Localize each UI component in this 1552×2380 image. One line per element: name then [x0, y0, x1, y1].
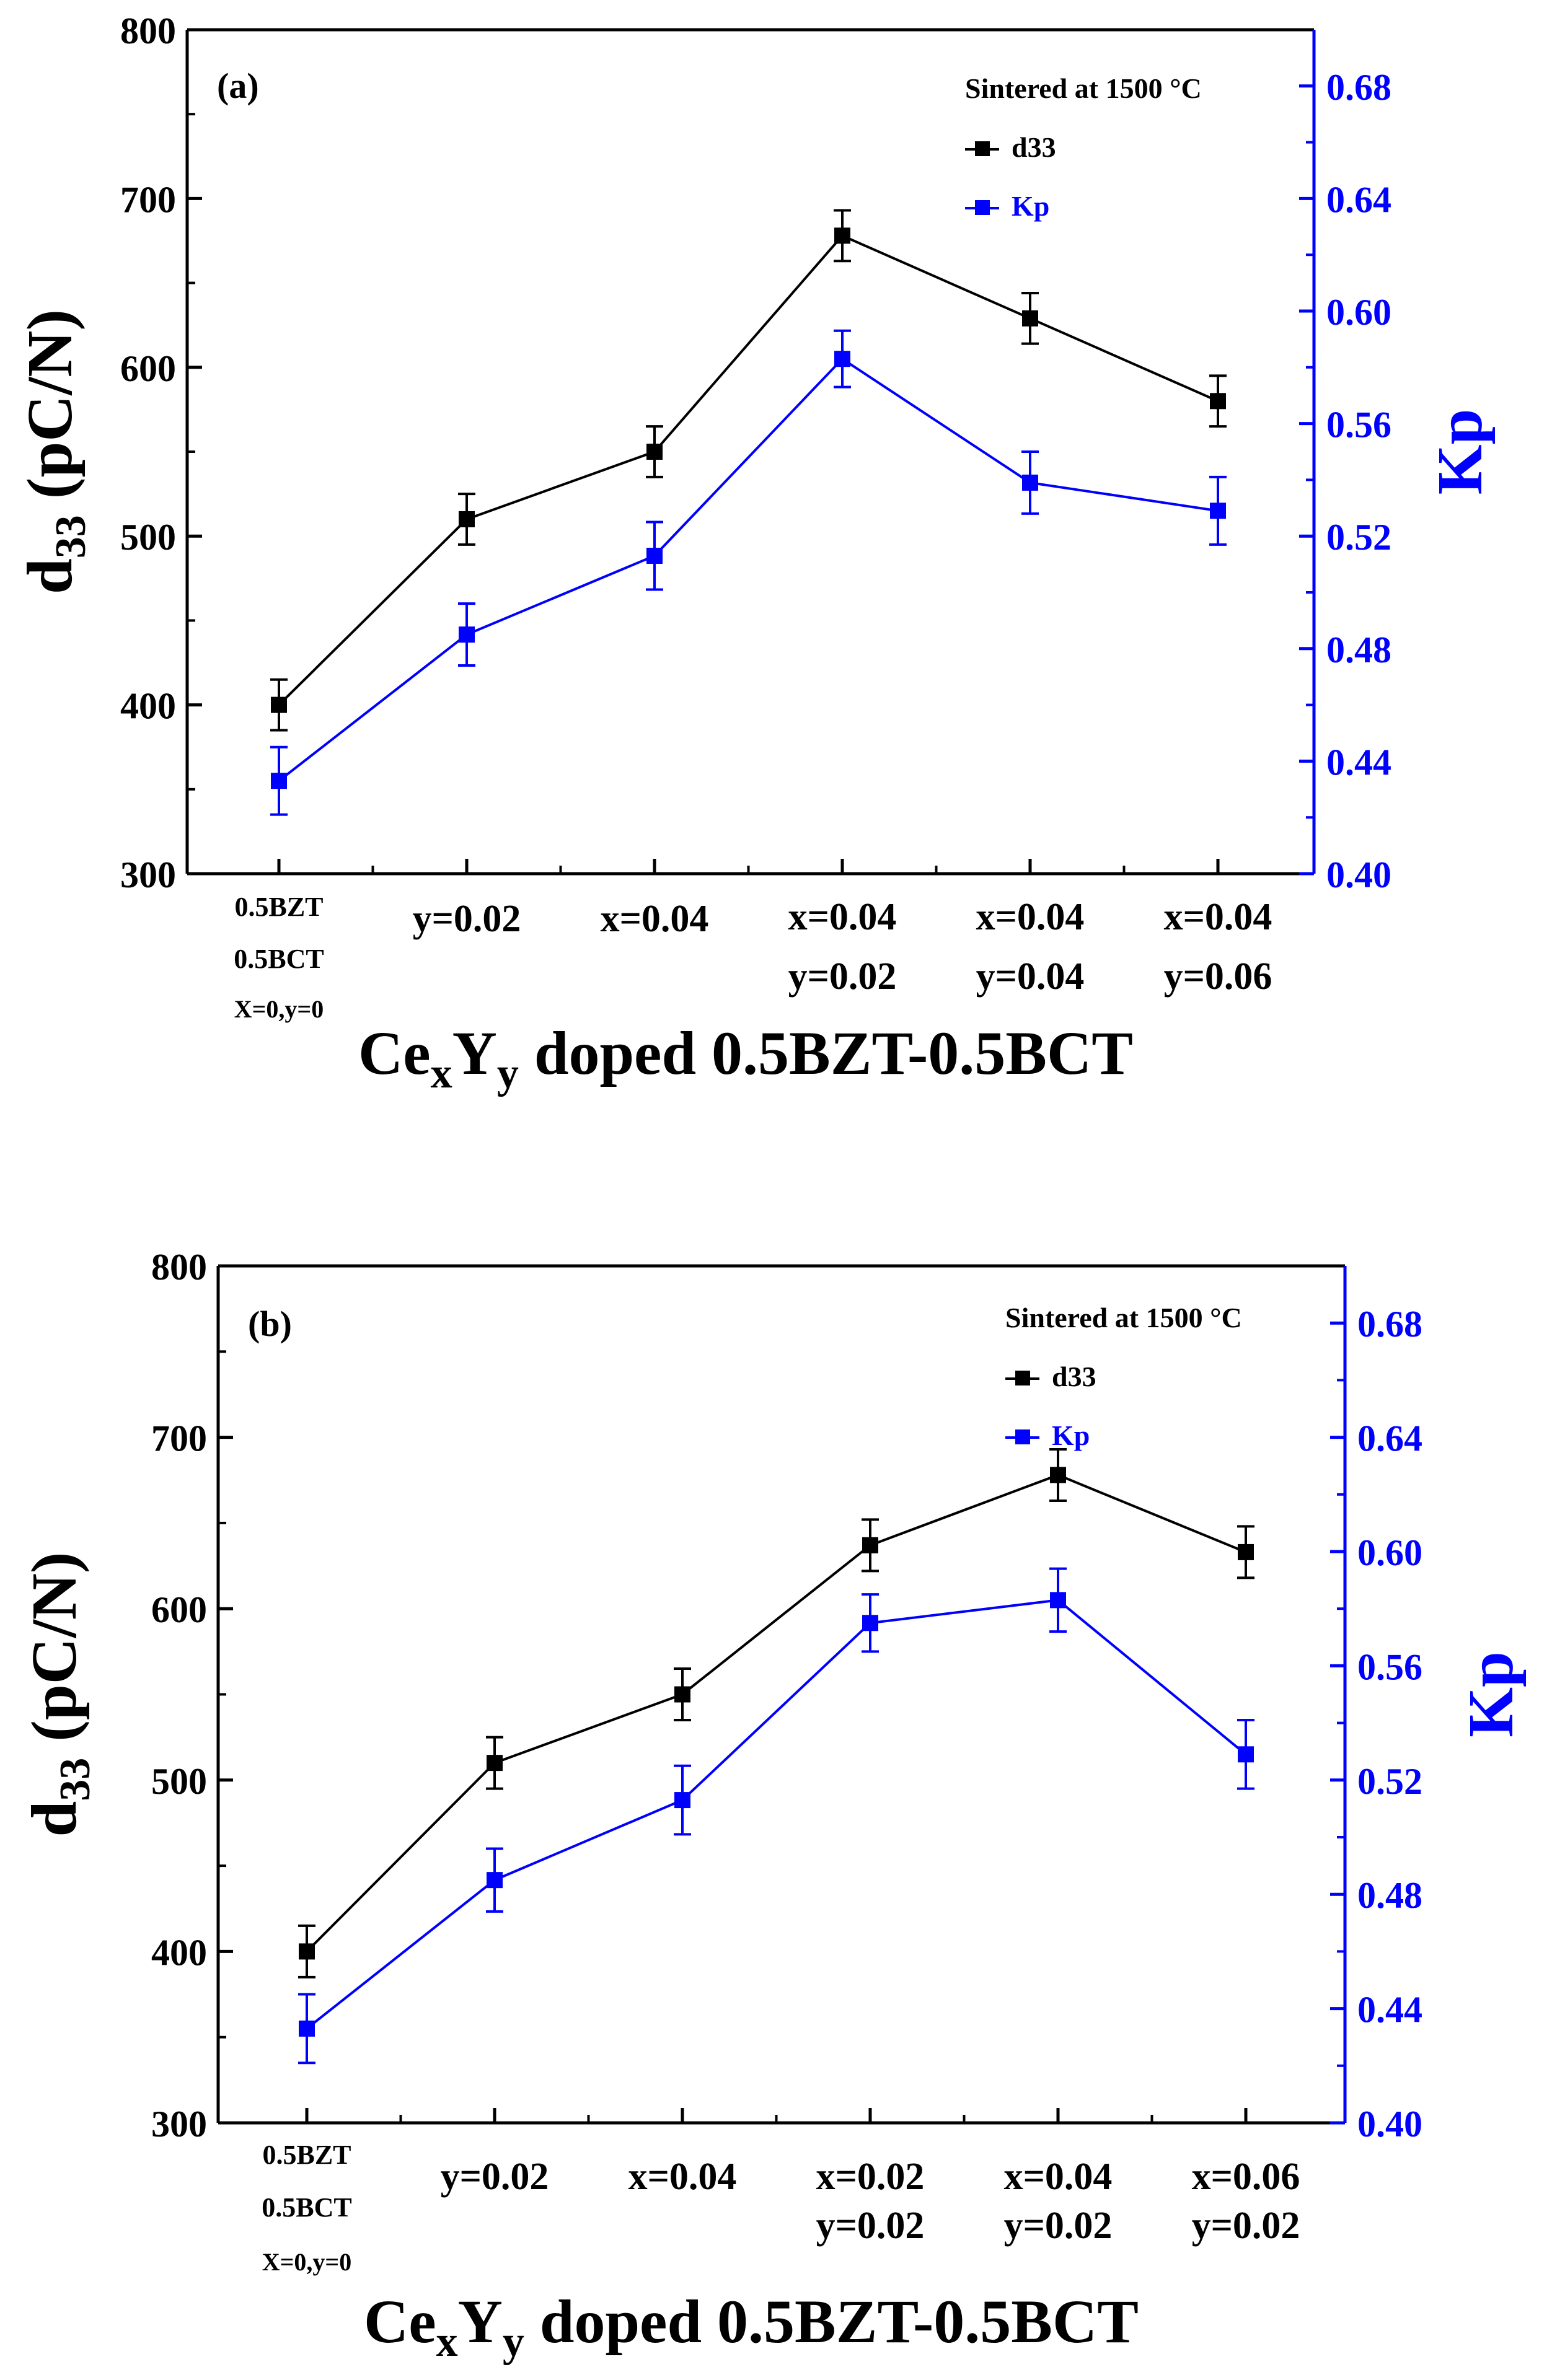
x-tick-label: 0.5BZT: [234, 892, 323, 922]
x-tick-label: 0.5BZT: [262, 2140, 351, 2170]
y-tick-label: 300: [120, 854, 176, 895]
y2-tick-label: 0.48: [1357, 1875, 1422, 1916]
data-point-d33: [862, 1537, 878, 1553]
data-point-d33: [299, 1943, 315, 1960]
x-tick-label: y=0.02: [788, 955, 897, 998]
y-tick-label: 400: [120, 686, 176, 727]
y2-tick-label: 0.56: [1326, 405, 1391, 446]
x-tick-label: y=0.06: [1164, 955, 1272, 998]
y2-tick-label: 0.40: [1357, 2104, 1422, 2145]
x-tick-label: x=0.04: [976, 896, 1085, 938]
y-tick-label: 300: [151, 2104, 207, 2145]
y2-tick-label: 0.64: [1326, 179, 1391, 220]
panel-label: (b): [248, 1304, 292, 1344]
legend-label-d33: d33: [1012, 131, 1056, 163]
x-tick-label: x=0.06: [1192, 2156, 1300, 2198]
data-point-Kp: [834, 351, 850, 367]
x-tick-label: 0.5BCT: [262, 2192, 351, 2223]
x-tick-label: y=0.04: [976, 955, 1085, 998]
data-point-d33: [1050, 1467, 1066, 1483]
series-line-Kp: [278, 357, 1219, 782]
x-axis-label: CexYy doped 0.5BZT-0.5BCT: [364, 2287, 1139, 2366]
x-tick-label: y=0.02: [413, 898, 521, 940]
y-tick-label: 700: [151, 1418, 207, 1459]
data-point-Kp: [1210, 503, 1226, 519]
y-tick-label: 800: [151, 1247, 207, 1288]
y2-tick-label: 0.52: [1326, 517, 1391, 558]
y2-tick-label: 0.48: [1326, 630, 1391, 670]
y-tick-label: 700: [120, 179, 176, 220]
x-axis-label: CexYy doped 0.5BZT-0.5BCT: [358, 1019, 1133, 1097]
y2-tick-label: 0.68: [1326, 67, 1391, 108]
x-tick-label: y=0.02: [1192, 2205, 1300, 2247]
y-axis-label: d33 (pC/N): [19, 1552, 99, 1837]
data-point-d33: [646, 444, 663, 460]
y-tick-label: 600: [151, 1589, 207, 1630]
y-tick-label: 800: [120, 11, 176, 51]
legend-marker-Kp: [975, 200, 990, 215]
x-tick-label: y=0.02: [441, 2156, 549, 2198]
y2-tick-label: 0.60: [1326, 292, 1391, 333]
x-tick-label: x=0.02: [816, 2156, 925, 2198]
y2-tick-label: 0.68: [1357, 1304, 1422, 1345]
x-tick-label: 0.5BCT: [234, 944, 324, 974]
series-line-d33: [306, 1473, 1246, 1952]
series-line-d33: [278, 234, 1219, 706]
x-tick-label: X=0,y=0: [234, 995, 324, 1023]
legend-label-Kp: Kp: [1012, 190, 1049, 222]
annotation-text: Sintered at 1500 °C: [965, 72, 1202, 104]
legend-marker-Kp: [1015, 1429, 1030, 1444]
legend-label-d33: d33: [1052, 1361, 1096, 1392]
y2-tick-label: 0.60: [1357, 1532, 1422, 1573]
data-point-d33: [1238, 1543, 1254, 1560]
data-point-Kp: [674, 1792, 690, 1809]
y2-axis-label: Kp: [1424, 409, 1496, 495]
x-tick-label: x=0.04: [628, 2156, 737, 2198]
legend-marker-d33: [1015, 1371, 1030, 1385]
y2-tick-label: 0.44: [1357, 1990, 1422, 2031]
y2-tick-label: 0.64: [1357, 1418, 1422, 1459]
y-tick-label: 400: [151, 1932, 207, 1973]
data-point-Kp: [299, 2020, 315, 2037]
data-point-d33: [1210, 393, 1226, 410]
chart-panel-b: 300 400 500 600 700 800 0.40 0.44 0.48 0.52 0.56 0.…: [19, 1247, 1527, 2366]
x-tick-label: y=0.02: [816, 2205, 925, 2247]
data-point-d33: [674, 1686, 690, 1703]
y2-axis-label: Kp: [1455, 1651, 1527, 1737]
x-tick-label: x=0.04: [601, 898, 709, 940]
data-point-d33: [459, 511, 475, 527]
data-point-d33: [834, 227, 850, 244]
data-point-Kp: [646, 547, 663, 564]
y-tick-label: 600: [120, 348, 176, 389]
y-tick-label: 500: [151, 1761, 207, 1802]
data-point-Kp: [459, 626, 475, 643]
data-point-Kp: [487, 1872, 503, 1889]
legend-marker-d33: [975, 141, 990, 156]
data-point-Kp: [1050, 1592, 1066, 1609]
legend-label-Kp: Kp: [1052, 1420, 1090, 1451]
x-tick-label: X=0,y=0: [262, 2248, 351, 2276]
series-line-Kp: [306, 1599, 1247, 2030]
data-point-d33: [487, 1755, 503, 1772]
y2-tick-label: 0.56: [1357, 1646, 1422, 1687]
x-tick-label: x=0.04: [1004, 2156, 1113, 2198]
data-point-d33: [271, 696, 287, 713]
x-tick-label: x=0.04: [788, 896, 897, 938]
x-tick-label: y=0.02: [1004, 2205, 1113, 2247]
annotation-text: Sintered at 1500 °C: [1005, 1302, 1242, 1333]
data-point-Kp: [271, 773, 287, 789]
y-axis-label: d33 (pC/N): [14, 309, 95, 594]
panel-label: (a): [217, 66, 259, 106]
data-point-Kp: [862, 1615, 878, 1631]
x-tick-label: x=0.04: [1164, 896, 1272, 938]
data-point-d33: [1022, 310, 1038, 327]
data-point-Kp: [1238, 1746, 1254, 1763]
y2-tick-label: 0.44: [1326, 742, 1391, 783]
data-point-Kp: [1022, 474, 1038, 491]
chart-panel-a: 300 400 500 600 700 800 0.40 0.44 0.48 0.52 0.56 0.…: [14, 11, 1496, 1097]
y2-tick-label: 0.52: [1357, 1761, 1422, 1802]
y-tick-label: 500: [120, 517, 176, 558]
y2-tick-label: 0.40: [1326, 854, 1391, 895]
